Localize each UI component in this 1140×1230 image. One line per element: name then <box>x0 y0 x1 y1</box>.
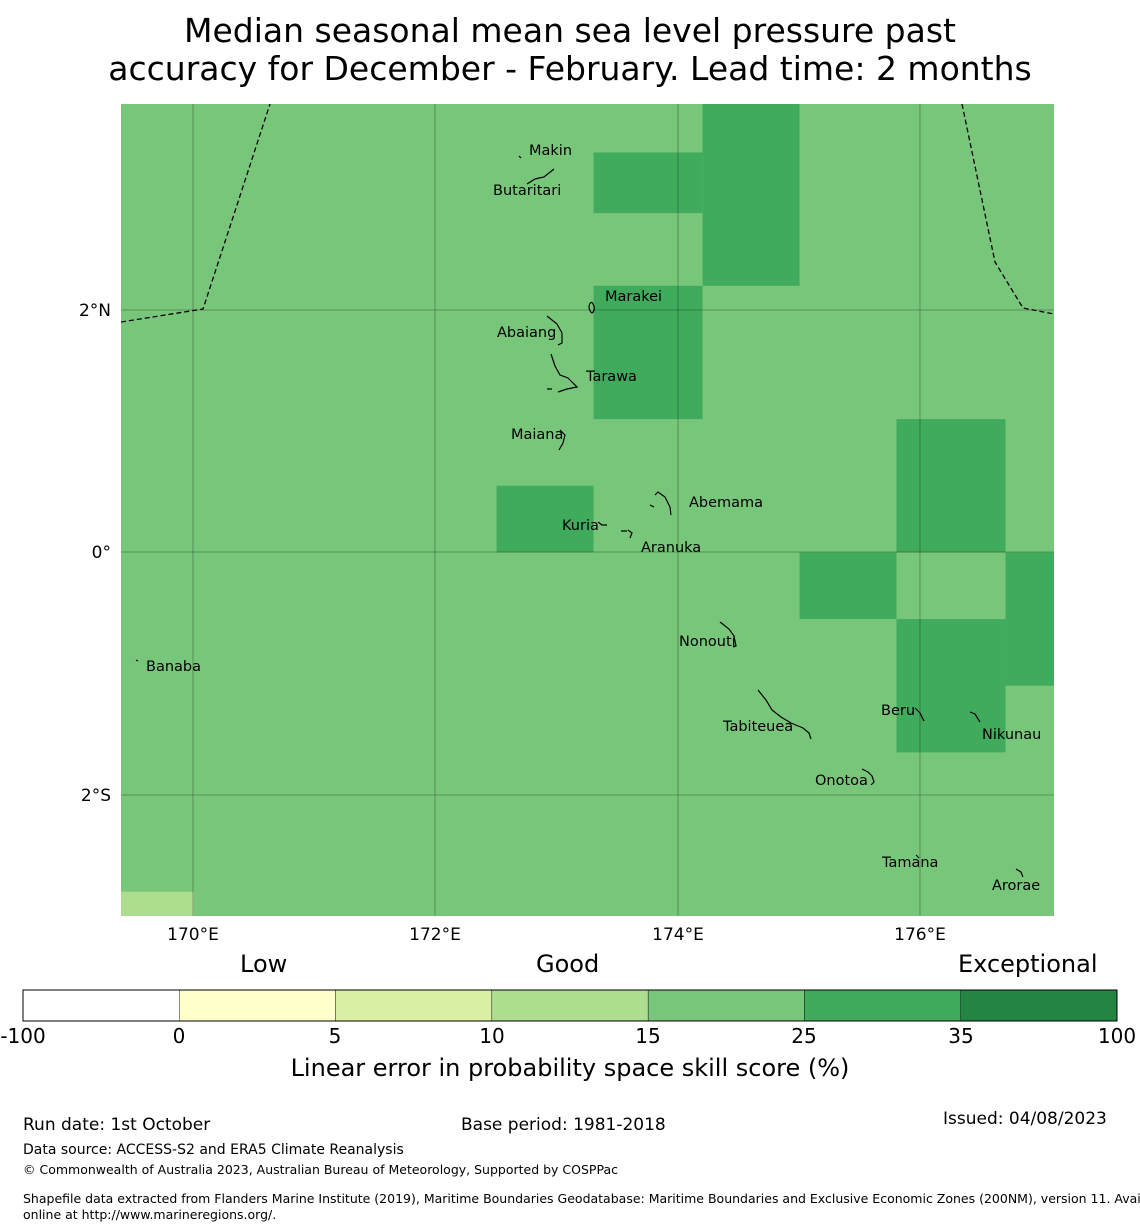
colorbar-segment <box>179 989 336 1022</box>
title-line-1: Median seasonal mean sea level pressure … <box>184 11 956 50</box>
colorbar-tick-label: 10 <box>479 1024 505 1048</box>
map-area: Makin Butaritari Marakei Abaiang Tarawa … <box>121 104 1054 916</box>
island-label: Kuria <box>562 518 599 534</box>
island-label: Beru <box>881 703 915 719</box>
colorbar-tick-label: 25 <box>791 1024 817 1048</box>
abemama-islet-outline <box>649 504 655 508</box>
y-tick-label: 0° <box>92 543 111 563</box>
eez-boundary-east <box>961 104 1054 315</box>
y-tick-label: 2°N <box>79 301 111 321</box>
abemama-outline <box>654 491 672 516</box>
island-label: Makin <box>529 143 572 159</box>
colorbar-frame <box>22 989 1118 1022</box>
x-tick-label: 172°E <box>409 925 461 945</box>
colorbar-tick-label: -100 <box>0 1024 46 1048</box>
marakei-outline <box>588 301 595 314</box>
butaritari-outline <box>526 168 555 185</box>
tamana-outline <box>915 854 920 859</box>
kuria-outline <box>597 521 607 526</box>
legend-category-low: Low <box>240 950 288 978</box>
y-tick-label: 2°S <box>81 786 111 806</box>
onotoa-outline <box>861 768 875 786</box>
run-date: Run date: 1st October <box>23 1115 211 1135</box>
island-label: Maiana <box>511 427 563 443</box>
arorae-outline <box>1015 868 1024 878</box>
island-label: Tabiteuea <box>722 719 793 735</box>
shapefile-credit-line-2: online at http://www.marineregions.org/. <box>23 1207 277 1222</box>
skill-cell <box>799 552 897 620</box>
title-line-2: accuracy for December - February. Lead t… <box>108 49 1032 88</box>
island-label: Tarawa <box>585 369 637 385</box>
skill-cell <box>121 891 194 916</box>
issued-date: Issued: 04/08/2023 <box>943 1109 1107 1129</box>
base-period: Base period: 1981-2018 <box>461 1115 666 1135</box>
makin-outline <box>518 155 522 159</box>
colorbar <box>22 989 1118 1022</box>
island-label: Tamana <box>881 855 938 871</box>
skill-cell <box>1005 552 1054 686</box>
skill-cell <box>593 285 703 420</box>
island-label: Arorae <box>992 878 1040 894</box>
graticule <box>121 104 1054 916</box>
island-label: Marakei <box>605 289 662 305</box>
colorbar-segment <box>647 989 805 1022</box>
island-label: Abaiang <box>497 325 556 341</box>
maiana-outline <box>558 429 566 451</box>
colorbar-segment <box>491 989 649 1022</box>
island-label: Nikunau <box>982 727 1041 743</box>
island-labels: Makin Butaritari Marakei Abaiang Tarawa … <box>146 143 1041 894</box>
tabiteuea-outline <box>757 689 812 740</box>
colorbar-title: Linear error in probability space skill … <box>290 1054 850 1082</box>
colorbar-segment <box>335 989 493 1022</box>
skill-cell <box>593 152 703 214</box>
colorbar-segment <box>960 989 1118 1022</box>
colorbar-tick-label: 100 <box>1097 1024 1137 1048</box>
skill-cell <box>896 619 1006 753</box>
nikunau-outline <box>969 711 981 723</box>
axis-tick-labels: 170°E 172°E 174°E 176°E 2°N 0° 2°S <box>79 301 946 945</box>
island-label: Abemama <box>689 495 763 511</box>
copyright-notice: © Commonwealth of Australia 2023, Austra… <box>23 1162 618 1177</box>
colorbar-segment <box>804 989 961 1022</box>
data-source: Data source: ACCESS-S2 and ERA5 Climate … <box>23 1142 404 1158</box>
island-label: Aranuka <box>641 540 701 556</box>
colorbar-tick-label: 35 <box>948 1024 974 1048</box>
colorbar-tick-label: 5 <box>328 1024 342 1048</box>
island-label: Butaritari <box>493 183 561 199</box>
legend-category-good: Good <box>536 950 600 978</box>
legend-category-exceptional: Exceptional <box>958 950 1098 978</box>
skill-cell <box>496 485 594 553</box>
chart-title: Median seasonal mean sea level pressure … <box>0 12 1140 88</box>
x-tick-label: 176°E <box>894 925 946 945</box>
colorbar-tick-label: 0 <box>172 1024 186 1048</box>
shapefile-credit-line-1: Shapefile data extracted from Flanders M… <box>23 1191 1140 1206</box>
island-label: Onotoa <box>815 773 868 789</box>
beru-outline <box>914 707 925 722</box>
x-tick-label: 170°E <box>167 925 219 945</box>
skill-cell <box>896 419 1006 553</box>
shapefile-credit: Shapefile data extracted from Flanders M… <box>23 1191 1140 1223</box>
island-label: Banaba <box>146 659 201 675</box>
x-tick-label: 174°E <box>652 925 704 945</box>
nonouti-outline <box>719 621 737 648</box>
colorbar-segment <box>22 989 180 1022</box>
abaiang-outline <box>546 315 563 346</box>
eez-boundary-west <box>121 104 271 323</box>
banaba-outline <box>135 659 139 662</box>
island-outlines <box>135 155 1024 878</box>
colorbar-tick-label: 15 <box>635 1024 661 1048</box>
tarawa-outline <box>550 353 579 393</box>
skill-cell <box>702 104 800 286</box>
aranuka-outline <box>621 529 633 539</box>
island-label: Nonouti <box>679 634 736 650</box>
eez-boundaries <box>121 104 1054 323</box>
